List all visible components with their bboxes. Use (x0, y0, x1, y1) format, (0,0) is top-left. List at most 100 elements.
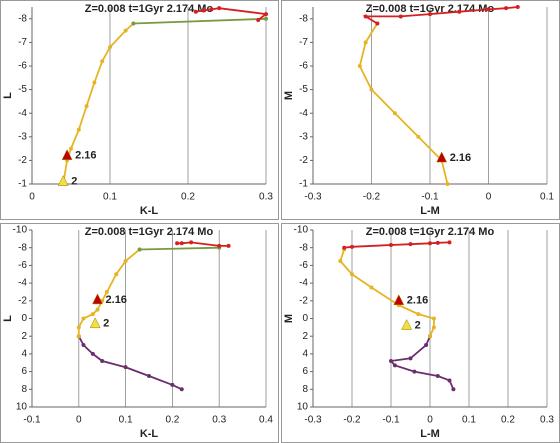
data-point (350, 244, 354, 249)
data-point (76, 127, 81, 132)
y-tick-label: -2 (299, 155, 308, 166)
data-point (515, 5, 520, 9)
series-line (139, 246, 220, 251)
y-tick-label: -8 (299, 242, 308, 253)
mass-marker (401, 319, 413, 330)
y-tick-label: -1 (18, 179, 27, 190)
data-point (189, 240, 194, 245)
data-point (123, 365, 128, 370)
y-tick-label: 2 (302, 331, 308, 342)
x-tick-label: 0 (486, 192, 492, 203)
data-point (226, 243, 231, 248)
y-tick-label: -5 (299, 84, 308, 95)
data-point (504, 6, 509, 11)
data-point (389, 358, 393, 363)
y-tick-label: -10 (294, 225, 309, 236)
data-point (123, 258, 128, 263)
y-tick-label: -2 (18, 295, 27, 306)
annotation: 2.16 (407, 295, 428, 307)
data-point (108, 45, 112, 50)
data-point (76, 334, 81, 339)
data-point (84, 104, 89, 109)
panel-border (0, 223, 279, 443)
data-point (375, 21, 380, 26)
data-point (95, 307, 100, 312)
data-point (256, 17, 261, 22)
x-tick-label: 0.1 (103, 192, 117, 203)
data-point (264, 12, 268, 17)
y-tick-label: 6 (302, 366, 308, 377)
x-tick-label: 0.2 (165, 415, 179, 426)
y-tick-label: -10 (13, 225, 28, 236)
y-tick-label: -3 (299, 131, 308, 142)
x-tick-label: -0.1 (382, 415, 400, 426)
y-tick-label: -1 (299, 179, 308, 190)
y-tick-label: -6 (18, 61, 27, 72)
data-point (209, 7, 214, 12)
y-tick-label: -3 (18, 131, 27, 142)
data-point (193, 9, 198, 14)
data-point (81, 343, 86, 348)
data-point (137, 247, 142, 252)
data-point (392, 363, 397, 368)
series-line (358, 23, 449, 185)
series-line (78, 335, 183, 391)
panel-border (0, 0, 279, 220)
data-point (100, 59, 105, 64)
y-axis-title: L (2, 315, 14, 322)
x-tick-label: -0.3 (304, 415, 322, 426)
data-point (179, 387, 184, 392)
data-point (392, 111, 397, 116)
series-line (77, 248, 141, 337)
x-tick-label: -0.2 (343, 415, 361, 426)
data-point (416, 312, 421, 317)
data-point (428, 241, 432, 246)
x-tick-label: -0.1 (421, 192, 439, 203)
data-point (431, 316, 436, 321)
chart-title: Z=0.008 t=1Gyr 2.174 Mo (85, 226, 214, 238)
data-point (342, 245, 347, 250)
x-tick-label: 0.2 (501, 415, 515, 426)
data-point (363, 40, 368, 45)
data-point (175, 241, 180, 246)
data-point (486, 7, 491, 12)
data-point (408, 242, 413, 247)
data-point (350, 272, 354, 277)
data-point (435, 240, 440, 245)
data-point (131, 21, 136, 26)
data-point (428, 334, 432, 339)
mass-marker (92, 293, 103, 305)
series-line (362, 6, 518, 25)
x-tick-label: 0.1 (462, 415, 476, 426)
x-tick-label: 0.3 (212, 415, 226, 426)
mass-marker (57, 175, 69, 186)
data-point (100, 358, 105, 363)
mass-marker (89, 317, 101, 329)
y-tick-label: -7 (299, 37, 308, 48)
data-point (412, 369, 417, 374)
data-point (447, 378, 452, 383)
data-point (398, 14, 403, 19)
data-point (76, 325, 81, 330)
mass-marker (436, 151, 448, 163)
data-point (92, 80, 97, 85)
data-point (179, 241, 184, 246)
y-tick-label: 4 (21, 349, 27, 360)
y-tick-label: 8 (302, 384, 308, 395)
x-tick-label: 0.1 (119, 415, 133, 426)
data-point (431, 325, 436, 330)
y-tick-label: -6 (299, 260, 308, 271)
data-point (389, 243, 393, 248)
mass-marker (393, 294, 405, 306)
x-tick-label: 0 (427, 415, 433, 426)
y-tick-label: 0 (302, 313, 308, 324)
y-tick-label: -2 (18, 155, 27, 166)
y-tick-label: -8 (18, 242, 27, 253)
x-axis-title: L-M (420, 428, 440, 440)
data-point (408, 356, 413, 361)
data-point (123, 28, 128, 33)
y-tick-label: -5 (18, 84, 27, 95)
mass-marker (61, 149, 73, 160)
